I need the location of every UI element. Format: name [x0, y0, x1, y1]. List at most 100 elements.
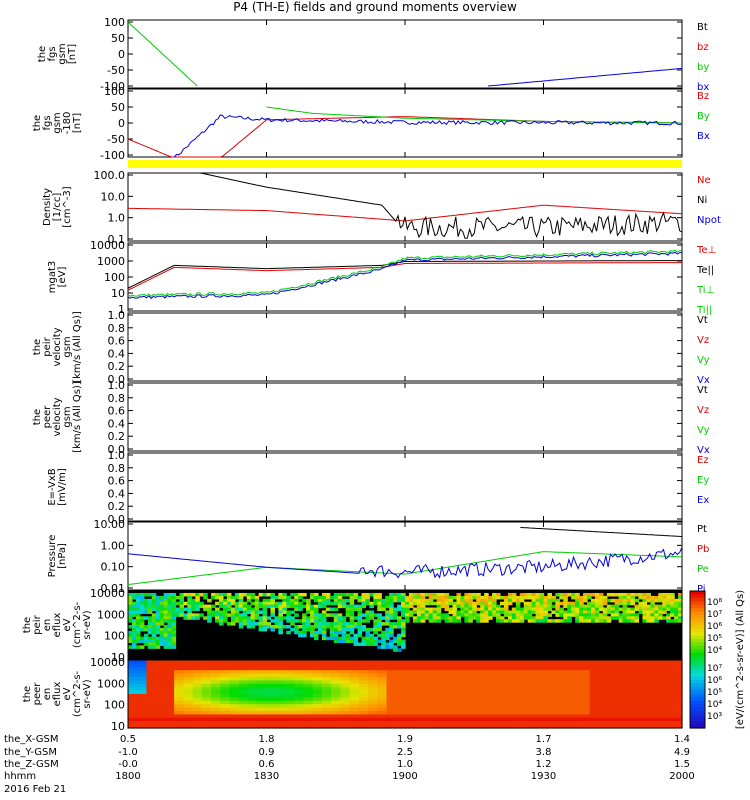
ion-spectrogram-cell: [436, 604, 442, 609]
ion-spectrogram-cell: [480, 604, 485, 609]
ion-spectrogram-cell: [310, 613, 315, 617]
electron-spectrogram-cell: [515, 704, 526, 709]
electron-spectrogram-cell: [137, 707, 148, 712]
electron-spectrogram-cell: [552, 711, 563, 715]
ion-spectrogram-cell: [432, 613, 438, 617]
ion-spectrogram-cell: [274, 601, 279, 606]
ion-spectrogram-cell: [416, 616, 422, 620]
electron-spectrogram-cell: [331, 704, 341, 709]
electron-spectrogram-cell: [238, 677, 249, 681]
electron-spectrogram-cell: [608, 714, 618, 719]
ion-spectrogram-cell: [345, 636, 351, 641]
electron-spectrogram-cell: [608, 711, 618, 715]
electron-spectrogram-cell: [460, 680, 471, 685]
electron-spectrogram-cell: [284, 724, 295, 729]
electron-spectrogram-cell: [220, 673, 231, 678]
electron-spectrogram-cell: [368, 700, 378, 705]
colorbar-segment: [690, 614, 705, 619]
electron-spectrogram-cell: [561, 714, 572, 719]
electron-spectrogram-cell: [645, 673, 655, 678]
electron-spectrogram-cell: [469, 724, 480, 729]
electron-spectrogram-cell: [321, 683, 332, 688]
electron-spectrogram-cell: [312, 704, 323, 709]
ion-spectrogram-cell: [215, 619, 220, 623]
legend-entry-Pb: Pb: [697, 544, 709, 555]
ion-spectrogram-cell: [499, 610, 505, 614]
ion-spectrogram-cell: [179, 613, 184, 617]
ion-spectrogram-cell: [539, 593, 545, 597]
ion-spectrogram-cell: [547, 613, 553, 617]
ion-spectrogram-cell: [179, 595, 184, 600]
ion-spectrogram-cell: [527, 593, 533, 597]
electron-spectrogram-cell: [598, 683, 609, 688]
electron-spectrogram-cell: [534, 683, 545, 688]
ion-spectrogram-cell: [175, 601, 181, 606]
electron-spectrogram-cell: [608, 687, 618, 692]
ion-spectrogram-cell: [650, 601, 655, 606]
ion-spectrogram-cell: [365, 598, 370, 603]
electron-spectrogram-cell: [460, 694, 471, 698]
ion-spectrogram-cell: [579, 610, 584, 614]
electron-spectrogram-cell: [331, 700, 341, 705]
ion-spectrogram-cell: [602, 619, 608, 623]
ion-spectrogram-cell: [207, 619, 212, 623]
ion-spectrogram-cell: [310, 630, 315, 635]
y-tick-label: 0.2: [108, 500, 126, 513]
ion-spectrogram-cell: [630, 616, 636, 620]
electron-spectrogram-cell: [534, 704, 545, 709]
ion-spectrogram-cell: [329, 636, 335, 641]
ion-spectrogram-cell: [262, 593, 268, 597]
ion-spectrogram-cell: [219, 604, 224, 609]
electron-spectrogram-cell: [340, 660, 351, 664]
ion-spectrogram-cell: [171, 595, 177, 600]
ion-spectrogram-cell: [594, 610, 600, 614]
ion-spectrogram-cell: [575, 601, 580, 606]
electron-spectrogram-cell: [358, 711, 369, 715]
electron-spectrogram-cell: [248, 677, 258, 681]
ion-spectrogram-cell: [345, 622, 351, 626]
electron-spectrogram-cell: [137, 673, 148, 678]
ion-spectrogram-cell: [373, 622, 378, 626]
electron-spectrogram-cell: [617, 707, 628, 712]
electron-spectrogram-cell: [580, 717, 591, 722]
ion-spectrogram-cell: [274, 616, 279, 620]
ion-spectrogram-cell: [147, 627, 153, 632]
ion-spectrogram-cell: [337, 613, 343, 617]
ion-spectrogram-cell: [587, 593, 592, 597]
electron-spectrogram-cell: [414, 717, 425, 722]
electron-spectrogram-cell: [164, 707, 175, 712]
x-axis-value-x: 0.5: [120, 734, 136, 745]
electron-spectrogram-cell: [460, 707, 471, 712]
ion-spectrogram-cell: [345, 613, 351, 617]
electron-spectrogram-cell: [414, 697, 425, 702]
electron-spectrogram-cell: [368, 666, 378, 671]
electron-spectrogram-cell: [192, 711, 203, 715]
ion-spectrogram-cell: [535, 616, 541, 620]
electron-spectrogram-cell: [672, 717, 683, 722]
ion-spectrogram-cell: [373, 595, 378, 600]
electron-spectrogram-cell: [395, 690, 406, 695]
ion-spectrogram-cell: [151, 595, 157, 600]
electron-spectrogram-cell: [460, 673, 471, 678]
electron-spectrogram-cell: [405, 680, 415, 685]
ion-spectrogram-cell: [674, 613, 679, 617]
electron-spectrogram-cell: [543, 697, 554, 702]
ion-spectrogram-cell: [135, 639, 141, 644]
electron-spectrogram-cell: [515, 714, 526, 719]
ion-spectrogram-cell: [539, 601, 545, 606]
ion-spectrogram-cell: [329, 613, 335, 617]
ion-spectrogram-cell: [310, 627, 315, 632]
ion-spectrogram-cell: [361, 601, 367, 606]
electron-spectrogram-cell: [663, 690, 674, 695]
electron-spectrogram-cell: [432, 697, 443, 702]
ion-spectrogram-cell: [128, 593, 133, 597]
panel-frame-efield: [127, 452, 683, 522]
ion-spectrogram-cell: [456, 601, 461, 606]
electron-spectrogram-cell: [368, 677, 378, 681]
electron-spectrogram-cell: [580, 724, 591, 729]
electron-spectrogram-cell: [349, 670, 360, 675]
electron-spectrogram-cell: [349, 663, 360, 668]
electron-spectrogram-cell: [525, 707, 535, 712]
ion-spectrogram-cell: [598, 601, 604, 606]
ion-spectrogram-cell: [246, 625, 252, 629]
